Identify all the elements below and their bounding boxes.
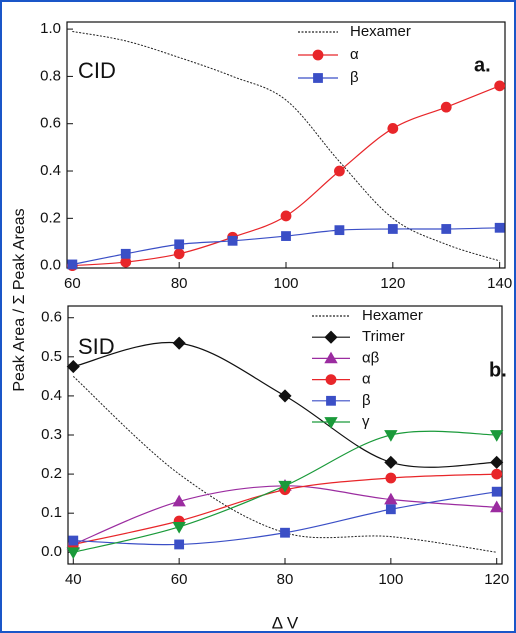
y-tick-label: 0.6 bbox=[40, 115, 61, 132]
marker bbox=[280, 527, 290, 538]
marker bbox=[227, 235, 238, 246]
legend-marker bbox=[324, 330, 338, 344]
x-tick-label: 140 bbox=[487, 275, 512, 292]
panel-title: SID bbox=[78, 334, 115, 359]
marker bbox=[334, 165, 345, 177]
x-tick-label: 40 bbox=[65, 571, 82, 588]
marker bbox=[494, 80, 506, 92]
plot-frame bbox=[66, 21, 506, 269]
legend-label: β bbox=[362, 392, 371, 409]
series-line bbox=[73, 341, 497, 468]
marker bbox=[174, 539, 185, 550]
y-tick-label: 0.4 bbox=[40, 162, 61, 179]
y-tick-label: 0.0 bbox=[40, 257, 61, 274]
marker bbox=[491, 486, 502, 497]
marker bbox=[441, 224, 452, 234]
marker bbox=[490, 430, 504, 442]
panel-title: CID bbox=[78, 58, 116, 83]
x-tick-label: 60 bbox=[171, 571, 188, 588]
marker bbox=[490, 500, 504, 513]
legend-marker bbox=[312, 49, 324, 61]
x-tick-label: 80 bbox=[171, 275, 188, 292]
panel-label: a. bbox=[474, 54, 491, 76]
y-tick-label: 0.0 bbox=[41, 543, 62, 560]
marker bbox=[172, 336, 186, 350]
plot-frame bbox=[67, 305, 503, 565]
y-tick-label: 0.3 bbox=[41, 426, 62, 443]
marker bbox=[494, 222, 505, 233]
marker bbox=[172, 521, 186, 534]
marker bbox=[490, 455, 504, 469]
marker bbox=[385, 472, 397, 484]
marker bbox=[334, 225, 345, 236]
marker bbox=[387, 123, 399, 134]
marker bbox=[174, 239, 185, 250]
series-line bbox=[72, 375, 497, 553]
marker bbox=[387, 224, 398, 234]
x-tick-label: 60 bbox=[64, 275, 81, 292]
legend-marker bbox=[326, 395, 336, 406]
legend-label: β bbox=[350, 69, 359, 86]
x-tick-label: 120 bbox=[484, 571, 509, 588]
legend-marker bbox=[324, 417, 338, 429]
y-tick-label: 0.6 bbox=[41, 309, 62, 326]
legend-marker bbox=[313, 73, 323, 83]
legend-label: α bbox=[362, 371, 371, 388]
x-tick-label: 80 bbox=[277, 571, 294, 588]
legend-label: α bbox=[350, 46, 359, 63]
marker bbox=[385, 504, 396, 515]
legend-label: Hexamer bbox=[362, 307, 423, 324]
x-tick-label: 120 bbox=[380, 275, 405, 292]
marker bbox=[384, 492, 398, 505]
legend-label: αβ bbox=[362, 349, 380, 366]
marker bbox=[68, 535, 79, 546]
legend-label: Hexamer bbox=[350, 23, 411, 40]
panel-label: b. bbox=[489, 359, 507, 381]
legend-label: Trimer bbox=[362, 328, 405, 345]
y-tick-label: 0.4 bbox=[41, 387, 62, 404]
marker bbox=[173, 248, 185, 260]
legend-marker bbox=[325, 374, 337, 386]
y-tick-label: 0.2 bbox=[41, 465, 62, 482]
legend-label: γ bbox=[362, 413, 370, 430]
x-tick-label: 100 bbox=[378, 571, 403, 588]
marker bbox=[384, 430, 398, 442]
marker bbox=[66, 360, 80, 374]
marker bbox=[384, 455, 398, 469]
y-tick-label: 0.8 bbox=[40, 67, 61, 84]
marker bbox=[491, 468, 503, 480]
marker bbox=[120, 248, 131, 259]
series-line bbox=[72, 30, 500, 262]
marker bbox=[280, 210, 292, 222]
x-tick-label: 100 bbox=[273, 275, 298, 292]
y-tick-label: 1.0 bbox=[40, 20, 61, 37]
marker bbox=[281, 231, 291, 241]
y-tick-label: 0.1 bbox=[41, 504, 62, 521]
y-axis-label: Peak Area / Σ Peak Areas bbox=[11, 208, 28, 391]
marker bbox=[440, 101, 452, 113]
marker bbox=[278, 389, 292, 403]
y-tick-label: 0.5 bbox=[41, 348, 62, 365]
legend-marker bbox=[324, 351, 338, 364]
marker bbox=[278, 480, 292, 493]
x-axis-label: Δ V bbox=[272, 613, 299, 632]
marker bbox=[67, 259, 78, 270]
marker bbox=[172, 494, 186, 507]
marker bbox=[66, 547, 80, 560]
y-tick-label: 0.2 bbox=[40, 209, 61, 226]
